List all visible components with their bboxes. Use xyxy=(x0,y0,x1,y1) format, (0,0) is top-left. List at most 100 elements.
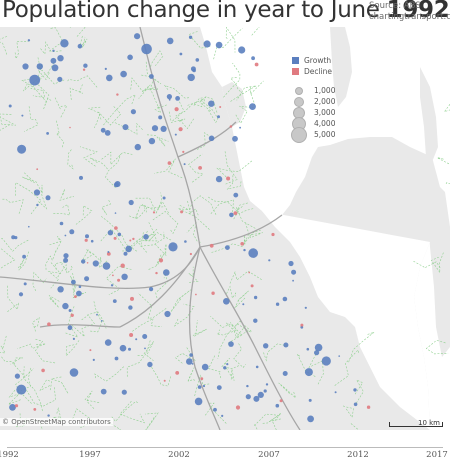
decline-dot xyxy=(271,232,275,237)
decline-dot xyxy=(132,237,135,241)
growth-dot xyxy=(308,398,312,402)
scale-bar: 10 km xyxy=(389,419,443,428)
scale-label: 10 km xyxy=(417,419,440,427)
map-canvas[interactable] xyxy=(0,27,450,430)
decline-dot xyxy=(120,263,125,268)
growth-dot xyxy=(321,356,331,366)
decline-dot xyxy=(195,293,197,296)
minor-road xyxy=(208,196,243,212)
map-view[interactable]: Growth Decline 1,000 2,000 3,000 4,000 5… xyxy=(0,27,450,430)
decline-dot xyxy=(254,62,259,67)
timeline-year-2017[interactable]: 2017 xyxy=(426,450,448,460)
minor-road xyxy=(173,303,195,327)
growth-dot xyxy=(353,402,358,407)
timeline-year-2012[interactable]: 2012 xyxy=(347,450,369,460)
minor-road xyxy=(149,50,164,71)
decline-dot xyxy=(158,258,164,263)
growth-dot xyxy=(143,234,149,240)
year-timeline[interactable]: 1992 1997 2002 2007 2012 2017 xyxy=(0,430,450,462)
growth-dot xyxy=(166,37,174,45)
minor-road xyxy=(226,367,235,381)
minor-road xyxy=(127,232,172,252)
growth-dot xyxy=(69,368,79,377)
major-road xyxy=(188,246,221,430)
minor-road xyxy=(412,260,441,269)
minor-road xyxy=(209,199,234,216)
coast-shape xyxy=(262,211,450,430)
minor-road xyxy=(196,132,215,150)
growth-dot xyxy=(263,389,267,393)
growth-dot xyxy=(46,132,49,135)
growth-dot xyxy=(127,54,133,61)
growth-dot xyxy=(144,347,146,350)
growth-dot xyxy=(168,98,171,101)
growth-dot xyxy=(194,397,203,406)
minor-road xyxy=(49,236,62,255)
minor-road xyxy=(51,376,69,394)
timeline-year-2007[interactable]: 2007 xyxy=(258,450,280,460)
map-attribution[interactable]: © OpenStreetMap contributors xyxy=(0,418,113,426)
minor-road xyxy=(23,59,56,92)
minor-road xyxy=(425,339,449,355)
minor-road xyxy=(119,401,145,424)
growth-dot xyxy=(248,248,258,258)
timeline-year-2002[interactable]: 2002 xyxy=(168,450,190,460)
growth-dot xyxy=(122,124,129,131)
minor-road xyxy=(229,77,243,94)
minor-road xyxy=(224,150,238,185)
minor-road xyxy=(230,85,257,102)
size-circle-icon xyxy=(295,87,303,95)
minor-road xyxy=(245,222,263,239)
growth-dot xyxy=(130,109,136,115)
minor-road xyxy=(171,111,194,129)
minor-road xyxy=(268,412,282,422)
decline-dot xyxy=(235,405,241,410)
growth-dot xyxy=(314,350,320,356)
growth-dot xyxy=(84,276,90,282)
minor-road xyxy=(208,354,222,379)
minor-road xyxy=(135,206,147,221)
minor-road xyxy=(179,96,207,113)
growth-dot xyxy=(187,73,195,82)
minor-road xyxy=(81,311,107,330)
growth-dot xyxy=(16,384,27,395)
decline-dot xyxy=(106,252,111,256)
growth-dot xyxy=(255,365,259,369)
timeline-year-1997[interactable]: 1997 xyxy=(79,450,101,460)
minor-road xyxy=(132,318,162,332)
minor-road xyxy=(142,86,159,92)
growth-dot xyxy=(71,279,76,285)
growth-dot xyxy=(201,363,209,371)
decline-dot xyxy=(163,379,166,382)
minor-road xyxy=(69,27,71,28)
minor-road xyxy=(0,238,29,252)
minor-road xyxy=(436,157,450,165)
page-title: Population change in year to June 1992 xyxy=(2,0,450,23)
growth-dot xyxy=(81,259,86,264)
minor-road xyxy=(0,36,8,40)
major-road xyxy=(39,324,121,328)
growth-dot xyxy=(179,52,183,56)
growth-dot xyxy=(36,63,43,70)
timeline-year-1992[interactable]: 1992 xyxy=(0,450,19,460)
minor-road xyxy=(72,408,95,428)
growth-dot xyxy=(17,144,27,154)
growth-dot xyxy=(253,295,258,300)
decline-dot xyxy=(129,239,132,242)
decline-dot xyxy=(229,125,233,128)
growth-dot xyxy=(162,196,166,200)
moreton-bay xyxy=(200,27,450,430)
minor-road xyxy=(38,184,48,210)
minor-road xyxy=(15,182,42,215)
minor-road xyxy=(170,289,192,313)
minor-road xyxy=(105,153,121,188)
growth-dot xyxy=(100,320,103,322)
growth-dot xyxy=(195,58,200,62)
bay-island xyxy=(355,359,368,383)
minor-road xyxy=(194,374,210,398)
growth-dot xyxy=(151,125,159,132)
minor-road xyxy=(217,320,252,360)
growth-dot xyxy=(282,296,288,302)
growth-dot xyxy=(148,137,156,145)
growth-dot xyxy=(128,347,131,351)
